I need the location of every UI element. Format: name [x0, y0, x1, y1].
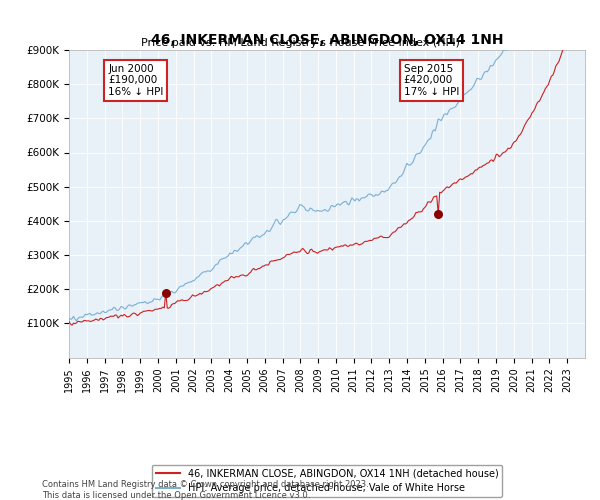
Text: Price paid vs. HM Land Registry's House Price Index (HPI): Price paid vs. HM Land Registry's House … [140, 38, 460, 48]
Text: Contains HM Land Registry data © Crown copyright and database right 2023.
This d: Contains HM Land Registry data © Crown c… [42, 480, 369, 500]
Text: Sep 2015
£420,000
17% ↓ HPI: Sep 2015 £420,000 17% ↓ HPI [404, 64, 459, 97]
Text: Jun 2000
£190,000
16% ↓ HPI: Jun 2000 £190,000 16% ↓ HPI [108, 64, 164, 97]
Point [161, 288, 170, 296]
Point [433, 210, 443, 218]
Title: 46, INKERMAN CLOSE, ABINGDON, OX14 1NH: 46, INKERMAN CLOSE, ABINGDON, OX14 1NH [151, 34, 503, 48]
Legend: 46, INKERMAN CLOSE, ABINGDON, OX14 1NH (detached house), HPI: Average price, det: 46, INKERMAN CLOSE, ABINGDON, OX14 1NH (… [152, 464, 502, 497]
